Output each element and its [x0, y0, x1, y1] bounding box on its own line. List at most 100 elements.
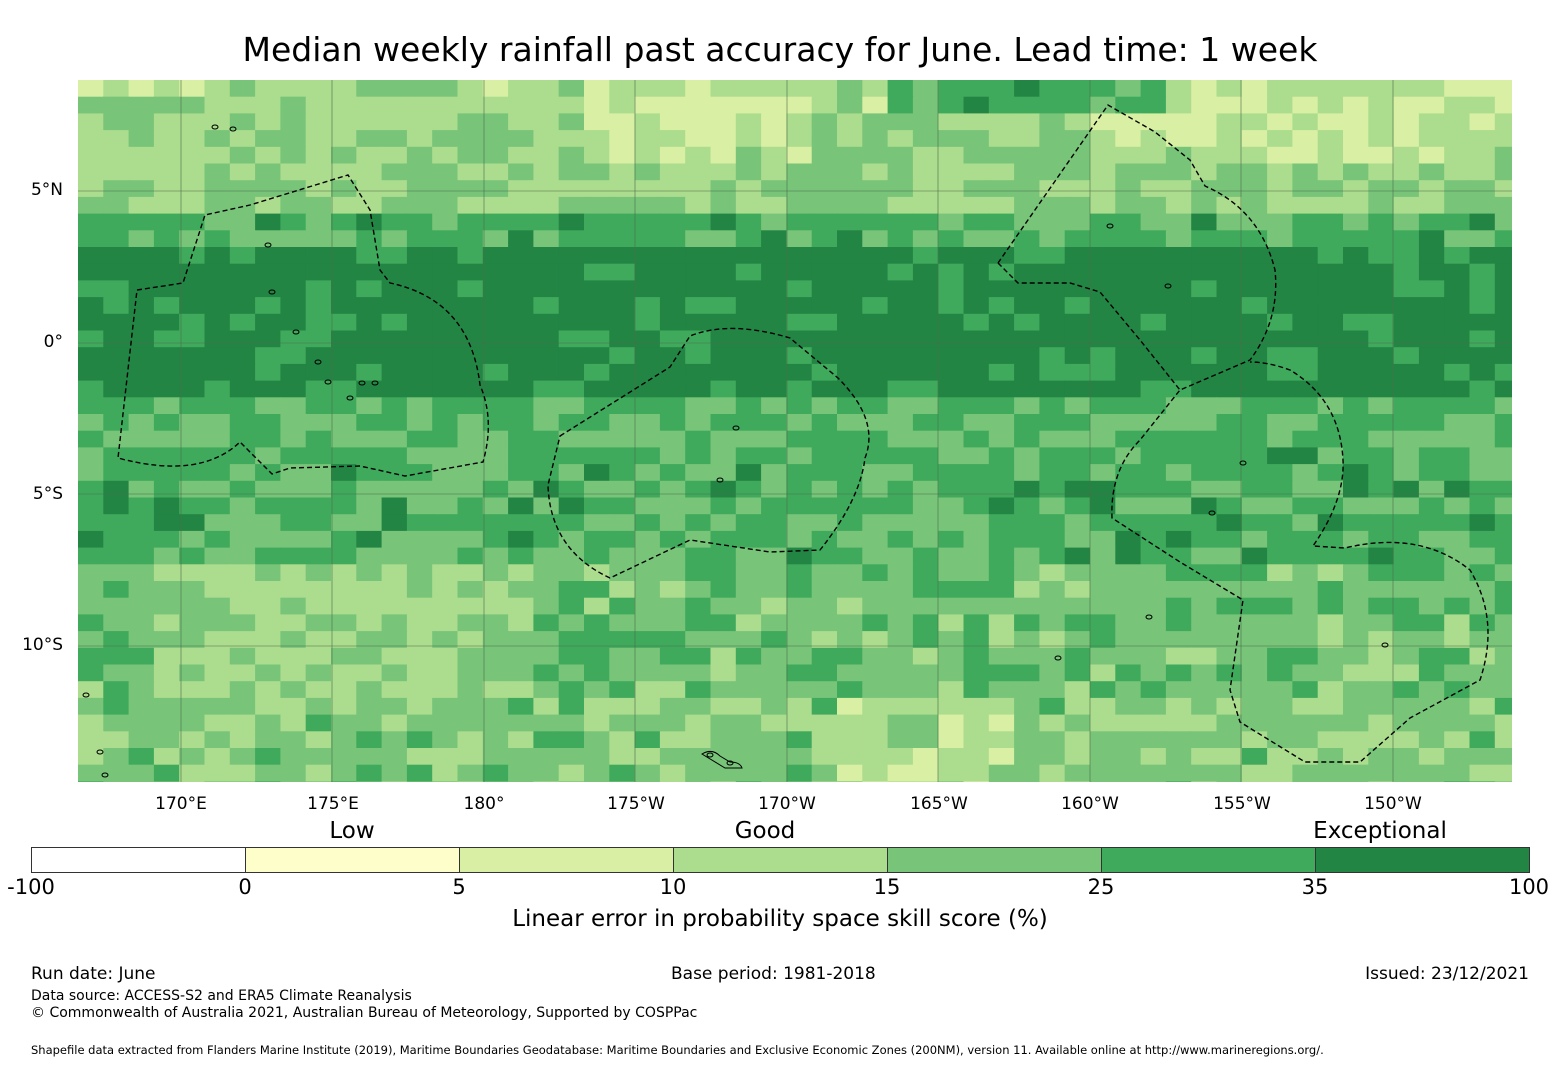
skill-cell	[1039, 714, 1066, 732]
skill-cell	[786, 664, 813, 682]
skill-cell	[153, 196, 180, 215]
skill-cell	[153, 631, 180, 649]
skill-cell	[862, 130, 889, 148]
skill-cell	[533, 397, 560, 415]
lat-label-0: 0°	[43, 332, 63, 352]
skill-cell	[1165, 681, 1192, 699]
skill-cell	[331, 263, 357, 281]
skill-cell	[1368, 664, 1395, 682]
skill-cell	[1444, 547, 1471, 565]
skill-cell	[735, 697, 762, 716]
skill-cell	[331, 163, 357, 181]
skill-cell	[179, 681, 206, 699]
skill-cell	[786, 163, 813, 181]
skill-cell	[406, 614, 433, 632]
skill-cell	[1165, 230, 1192, 248]
skill-cell	[1039, 80, 1066, 98]
skill-cell	[1014, 530, 1040, 549]
skill-cell	[710, 146, 737, 165]
skill-cell	[280, 397, 307, 415]
skill-cell	[1393, 547, 1420, 565]
skill-cell	[1393, 297, 1420, 315]
skill-cell	[406, 80, 433, 98]
skill-cell	[1090, 464, 1116, 482]
skill-cell	[381, 180, 408, 198]
skill-cell	[1444, 764, 1471, 782]
skill-cell	[1191, 347, 1218, 365]
skill-cell	[609, 163, 636, 181]
skill-cell	[153, 80, 180, 98]
skill-cell	[811, 263, 838, 281]
skill-cell	[1165, 664, 1192, 682]
skill-cell	[153, 96, 180, 114]
skill-cell	[482, 263, 509, 281]
skill-cell	[1469, 113, 1496, 131]
skill-cell	[1014, 263, 1040, 281]
skill-cell	[482, 781, 509, 782]
skill-cell	[204, 447, 231, 465]
skill-cell	[735, 146, 762, 165]
skill-cell	[659, 247, 686, 265]
skill-cell	[685, 163, 712, 181]
skill-cell	[584, 614, 610, 632]
skill-cell	[255, 497, 281, 515]
skill-cell	[558, 614, 585, 632]
skill-cell	[533, 764, 560, 782]
skill-cell	[1115, 731, 1142, 749]
skill-cell	[988, 497, 1015, 515]
skill-cell	[988, 714, 1015, 732]
skill-cell	[1191, 581, 1218, 599]
skill-cell	[887, 764, 914, 782]
skill-cell	[938, 748, 965, 766]
skill-cell	[457, 547, 484, 565]
skill-cell	[179, 614, 206, 632]
skill-cell	[255, 647, 281, 666]
legend-category-low: Low	[329, 818, 375, 844]
skill-cell	[1191, 263, 1218, 281]
skill-cell	[1444, 280, 1471, 298]
skill-cell	[609, 514, 636, 532]
skill-cell	[1090, 664, 1116, 682]
skill-cell	[1064, 748, 1091, 766]
skill-cell	[710, 180, 737, 198]
skill-cell	[609, 397, 636, 415]
skill-cell	[584, 447, 610, 465]
skill-cell	[1191, 748, 1218, 766]
skill-cell	[786, 113, 813, 131]
skill-cell	[508, 664, 534, 682]
skill-cell	[1418, 280, 1445, 298]
skill-cell	[1494, 781, 1512, 782]
skill-cell	[1090, 781, 1116, 782]
lon-label-150w: 150°W	[1364, 794, 1422, 814]
skill-cell	[1343, 464, 1369, 482]
skill-cell	[609, 664, 636, 682]
colorbar-tick-0: 0	[238, 875, 252, 899]
skill-cell	[482, 180, 509, 198]
skill-cell	[1267, 480, 1293, 499]
island-outline	[346, 395, 354, 401]
skill-cell	[457, 414, 484, 432]
skill-cell	[1292, 213, 1319, 231]
skill-cell	[1115, 447, 1142, 465]
skill-cell	[1494, 681, 1512, 699]
skill-cell	[331, 497, 357, 515]
skill-cell	[1140, 597, 1167, 615]
skill-cell	[1368, 697, 1395, 716]
skill-cell	[584, 196, 610, 215]
skill-cell	[1064, 430, 1091, 448]
skill-cell	[331, 247, 357, 265]
skill-cell	[837, 764, 863, 782]
skill-cell	[179, 80, 206, 98]
skill-cell	[1090, 313, 1116, 332]
skill-cell	[862, 96, 889, 114]
skill-cell	[255, 230, 281, 248]
skill-cell	[1494, 497, 1512, 515]
skill-cell	[356, 347, 383, 365]
skill-cell	[457, 714, 484, 732]
skill-cell	[533, 597, 560, 615]
skill-cell	[280, 514, 307, 532]
skill-cell	[153, 581, 180, 599]
skill-cell	[634, 748, 661, 766]
skill-cell	[229, 330, 256, 348]
skill-cell	[634, 614, 661, 632]
